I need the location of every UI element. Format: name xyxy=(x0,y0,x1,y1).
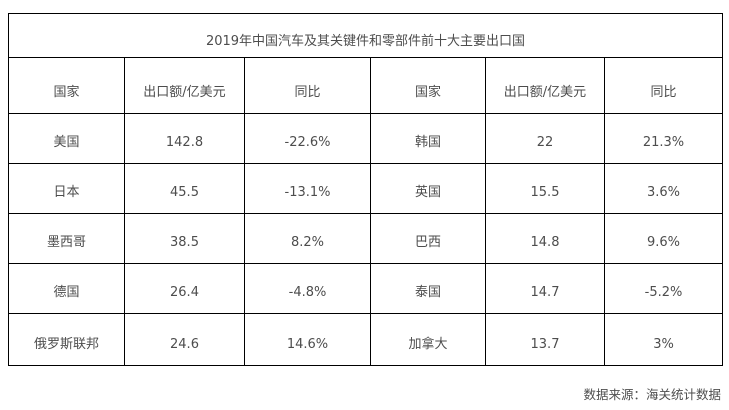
data-source-note: 数据来源：海关统计数据 xyxy=(583,387,721,402)
export-value-cell: 26.4 xyxy=(124,263,245,314)
header-country-right: 国家 xyxy=(370,57,486,114)
country-cell: 泰国 xyxy=(370,263,486,314)
export-countries-table: 2019年中国汽车及其关键件和零部件前十大主要出口国 国家 出口额/亿美元 同比… xyxy=(8,13,723,366)
header-export-value-right: 出口额/亿美元 xyxy=(485,57,605,114)
yoy-cell: 14.6% xyxy=(244,313,371,366)
table-row: 俄罗斯联邦 24.6 14.6% 加拿大 13.7 3% xyxy=(8,313,723,366)
table-title-row: 2019年中国汽车及其关键件和零部件前十大主要出口国 xyxy=(8,13,723,58)
header-yoy-right: 同比 xyxy=(604,57,723,114)
export-value-cell: 142.8 xyxy=(124,113,245,164)
yoy-cell: -5.2% xyxy=(604,263,723,314)
yoy-cell: -13.1% xyxy=(244,163,371,214)
country-cell: 德国 xyxy=(8,263,125,314)
yoy-cell: 21.3% xyxy=(604,113,723,164)
country-cell: 加拿大 xyxy=(370,313,486,366)
yoy-cell: -22.6% xyxy=(244,113,371,164)
header-export-value-left: 出口额/亿美元 xyxy=(124,57,245,114)
country-cell: 墨西哥 xyxy=(8,213,125,264)
country-cell: 日本 xyxy=(8,163,125,214)
table-title: 2019年中国汽车及其关键件和零部件前十大主要出口国 xyxy=(8,13,723,58)
export-value-cell: 38.5 xyxy=(124,213,245,264)
yoy-cell: -4.8% xyxy=(244,263,371,314)
table-header-row: 国家 出口额/亿美元 同比 国家 出口额/亿美元 同比 xyxy=(8,57,723,114)
country-cell: 巴西 xyxy=(370,213,486,264)
export-value-cell: 24.6 xyxy=(124,313,245,366)
country-cell: 美国 xyxy=(8,113,125,164)
yoy-cell: 9.6% xyxy=(604,213,723,264)
export-value-cell: 13.7 xyxy=(485,313,605,366)
export-value-cell: 45.5 xyxy=(124,163,245,214)
yoy-cell: 3.6% xyxy=(604,163,723,214)
table-row: 日本 45.5 -13.1% 英国 15.5 3.6% xyxy=(8,163,723,214)
export-value-cell: 14.7 xyxy=(485,263,605,314)
header-country-left: 国家 xyxy=(8,57,125,114)
yoy-cell: 3% xyxy=(604,313,723,366)
table-row: 德国 26.4 -4.8% 泰国 14.7 -5.2% xyxy=(8,263,723,314)
export-value-cell: 22 xyxy=(485,113,605,164)
country-cell: 韩国 xyxy=(370,113,486,164)
header-yoy-left: 同比 xyxy=(244,57,371,114)
table-row: 美国 142.8 -22.6% 韩国 22 21.3% xyxy=(8,113,723,164)
export-value-cell: 15.5 xyxy=(485,163,605,214)
country-cell: 俄罗斯联邦 xyxy=(8,313,125,366)
yoy-cell: 8.2% xyxy=(244,213,371,264)
table-row: 墨西哥 38.5 8.2% 巴西 14.8 9.6% xyxy=(8,213,723,264)
country-cell: 英国 xyxy=(370,163,486,214)
export-value-cell: 14.8 xyxy=(485,213,605,264)
